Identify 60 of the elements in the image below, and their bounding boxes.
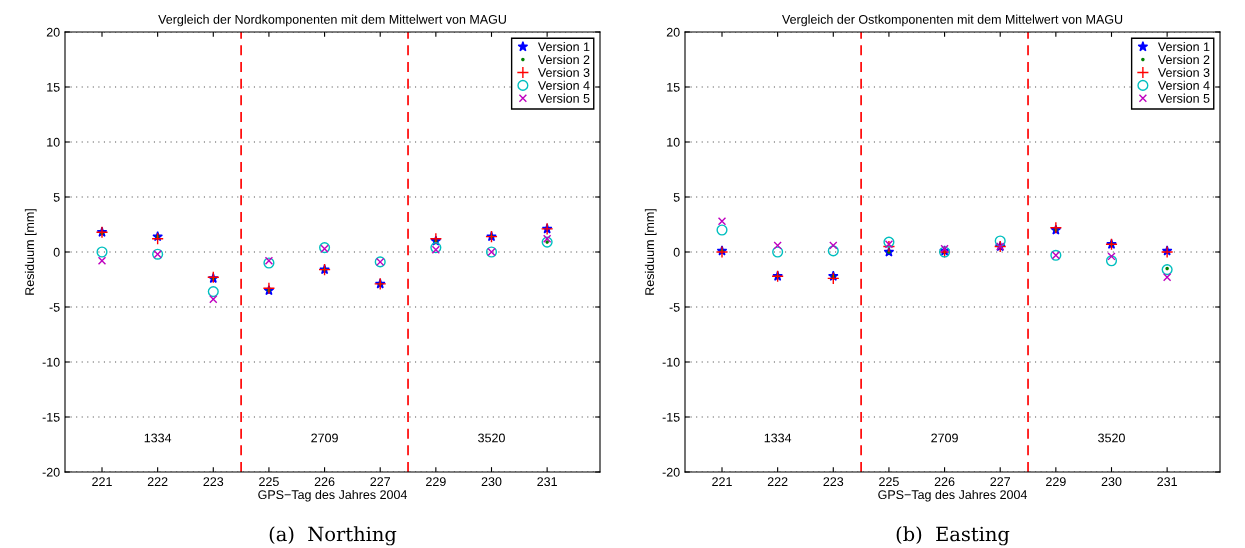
legend-label: Version 4 (537, 80, 590, 90)
text: (a) Northing (269, 526, 397, 546)
y-tick-label: -20 (42, 467, 60, 477)
x-tick-label: 230 (1101, 477, 1122, 487)
y-tick-label: -20 (662, 467, 680, 477)
x-tick-label: 223 (203, 477, 224, 487)
y-tick-label: -10 (42, 357, 60, 367)
x-tick-label: 229 (426, 477, 446, 487)
legend-label: Version 5 (537, 93, 590, 103)
text: (b) Easting (896, 526, 1010, 546)
y-tick-label: -15 (662, 412, 680, 422)
legend-label: Version 3 (537, 67, 590, 77)
y-tick-label: 20 (46, 27, 60, 37)
x-tick-label: 231 (1157, 477, 1177, 487)
x-tick-label: 230 (481, 477, 502, 487)
y-tick-label: -5 (49, 302, 60, 312)
x-tick-label: 222 (767, 477, 788, 486)
y-tick-label: 10 (667, 137, 680, 147)
x-axis-title: GPS−Tag des Jahres 2004 (878, 489, 1028, 502)
legend-label: Version 1 (1157, 42, 1210, 52)
legend-label: Version 1 (537, 42, 590, 52)
legend-label: Version 2 (537, 54, 590, 65)
annotation: 3520 (478, 433, 505, 443)
x-tick-label: 226 (314, 477, 335, 487)
annotation: 2709 (311, 433, 338, 443)
x-tick-label: 229 (1046, 477, 1066, 487)
annotation: 3520 (1098, 433, 1125, 443)
x-tick-label: 225 (879, 477, 899, 487)
x-tick-label: 227 (370, 477, 391, 486)
x-tick-label: 225 (259, 477, 279, 487)
annotation: 1334 (764, 433, 792, 443)
legend-label: Version 3 (1157, 67, 1210, 77)
annotation: 1334 (144, 433, 172, 443)
y-tick-label: 15 (667, 82, 680, 92)
x-tick-label: 227 (990, 477, 1011, 486)
x-tick-label: 222 (147, 477, 168, 486)
annotation: 2709 (931, 433, 958, 443)
x-tick-label: 231 (537, 477, 557, 487)
x-tick-label: 221 (92, 477, 112, 486)
y-axis-title: Residuum [mm] (644, 209, 657, 295)
y-tick-label: -10 (662, 357, 680, 367)
chart-title: Vergleich der Nordkomponenten mit dem Mittelwert von MAGU (158, 14, 506, 27)
legend-label: Version 4 (1157, 80, 1210, 90)
x-tick-label: 223 (823, 477, 844, 487)
y-tick-label: 0 (53, 247, 60, 257)
y-tick-label: 10 (47, 137, 60, 147)
y-tick-label: 0 (673, 247, 680, 257)
legend-label: Version 2 (1157, 54, 1210, 65)
chart-title: Vergleich der Ostkomponenten mit dem Mittelwert von MAGU (782, 14, 1123, 27)
y-tick-label: 5 (673, 192, 680, 202)
y-tick-label: -5 (669, 302, 680, 312)
y-tick-label: 5 (53, 192, 60, 202)
x-tick-label: 221 (712, 477, 732, 486)
x-tick-label: 226 (934, 477, 955, 487)
legend-label: Version 5 (1157, 93, 1210, 103)
y-tick-label: 15 (47, 82, 60, 92)
x-axis-title: GPS−Tag des Jahres 2004 (258, 489, 408, 502)
y-tick-label: 20 (666, 27, 680, 37)
y-axis-title: Residuum [mm] (24, 209, 37, 295)
y-tick-label: -15 (42, 412, 60, 422)
